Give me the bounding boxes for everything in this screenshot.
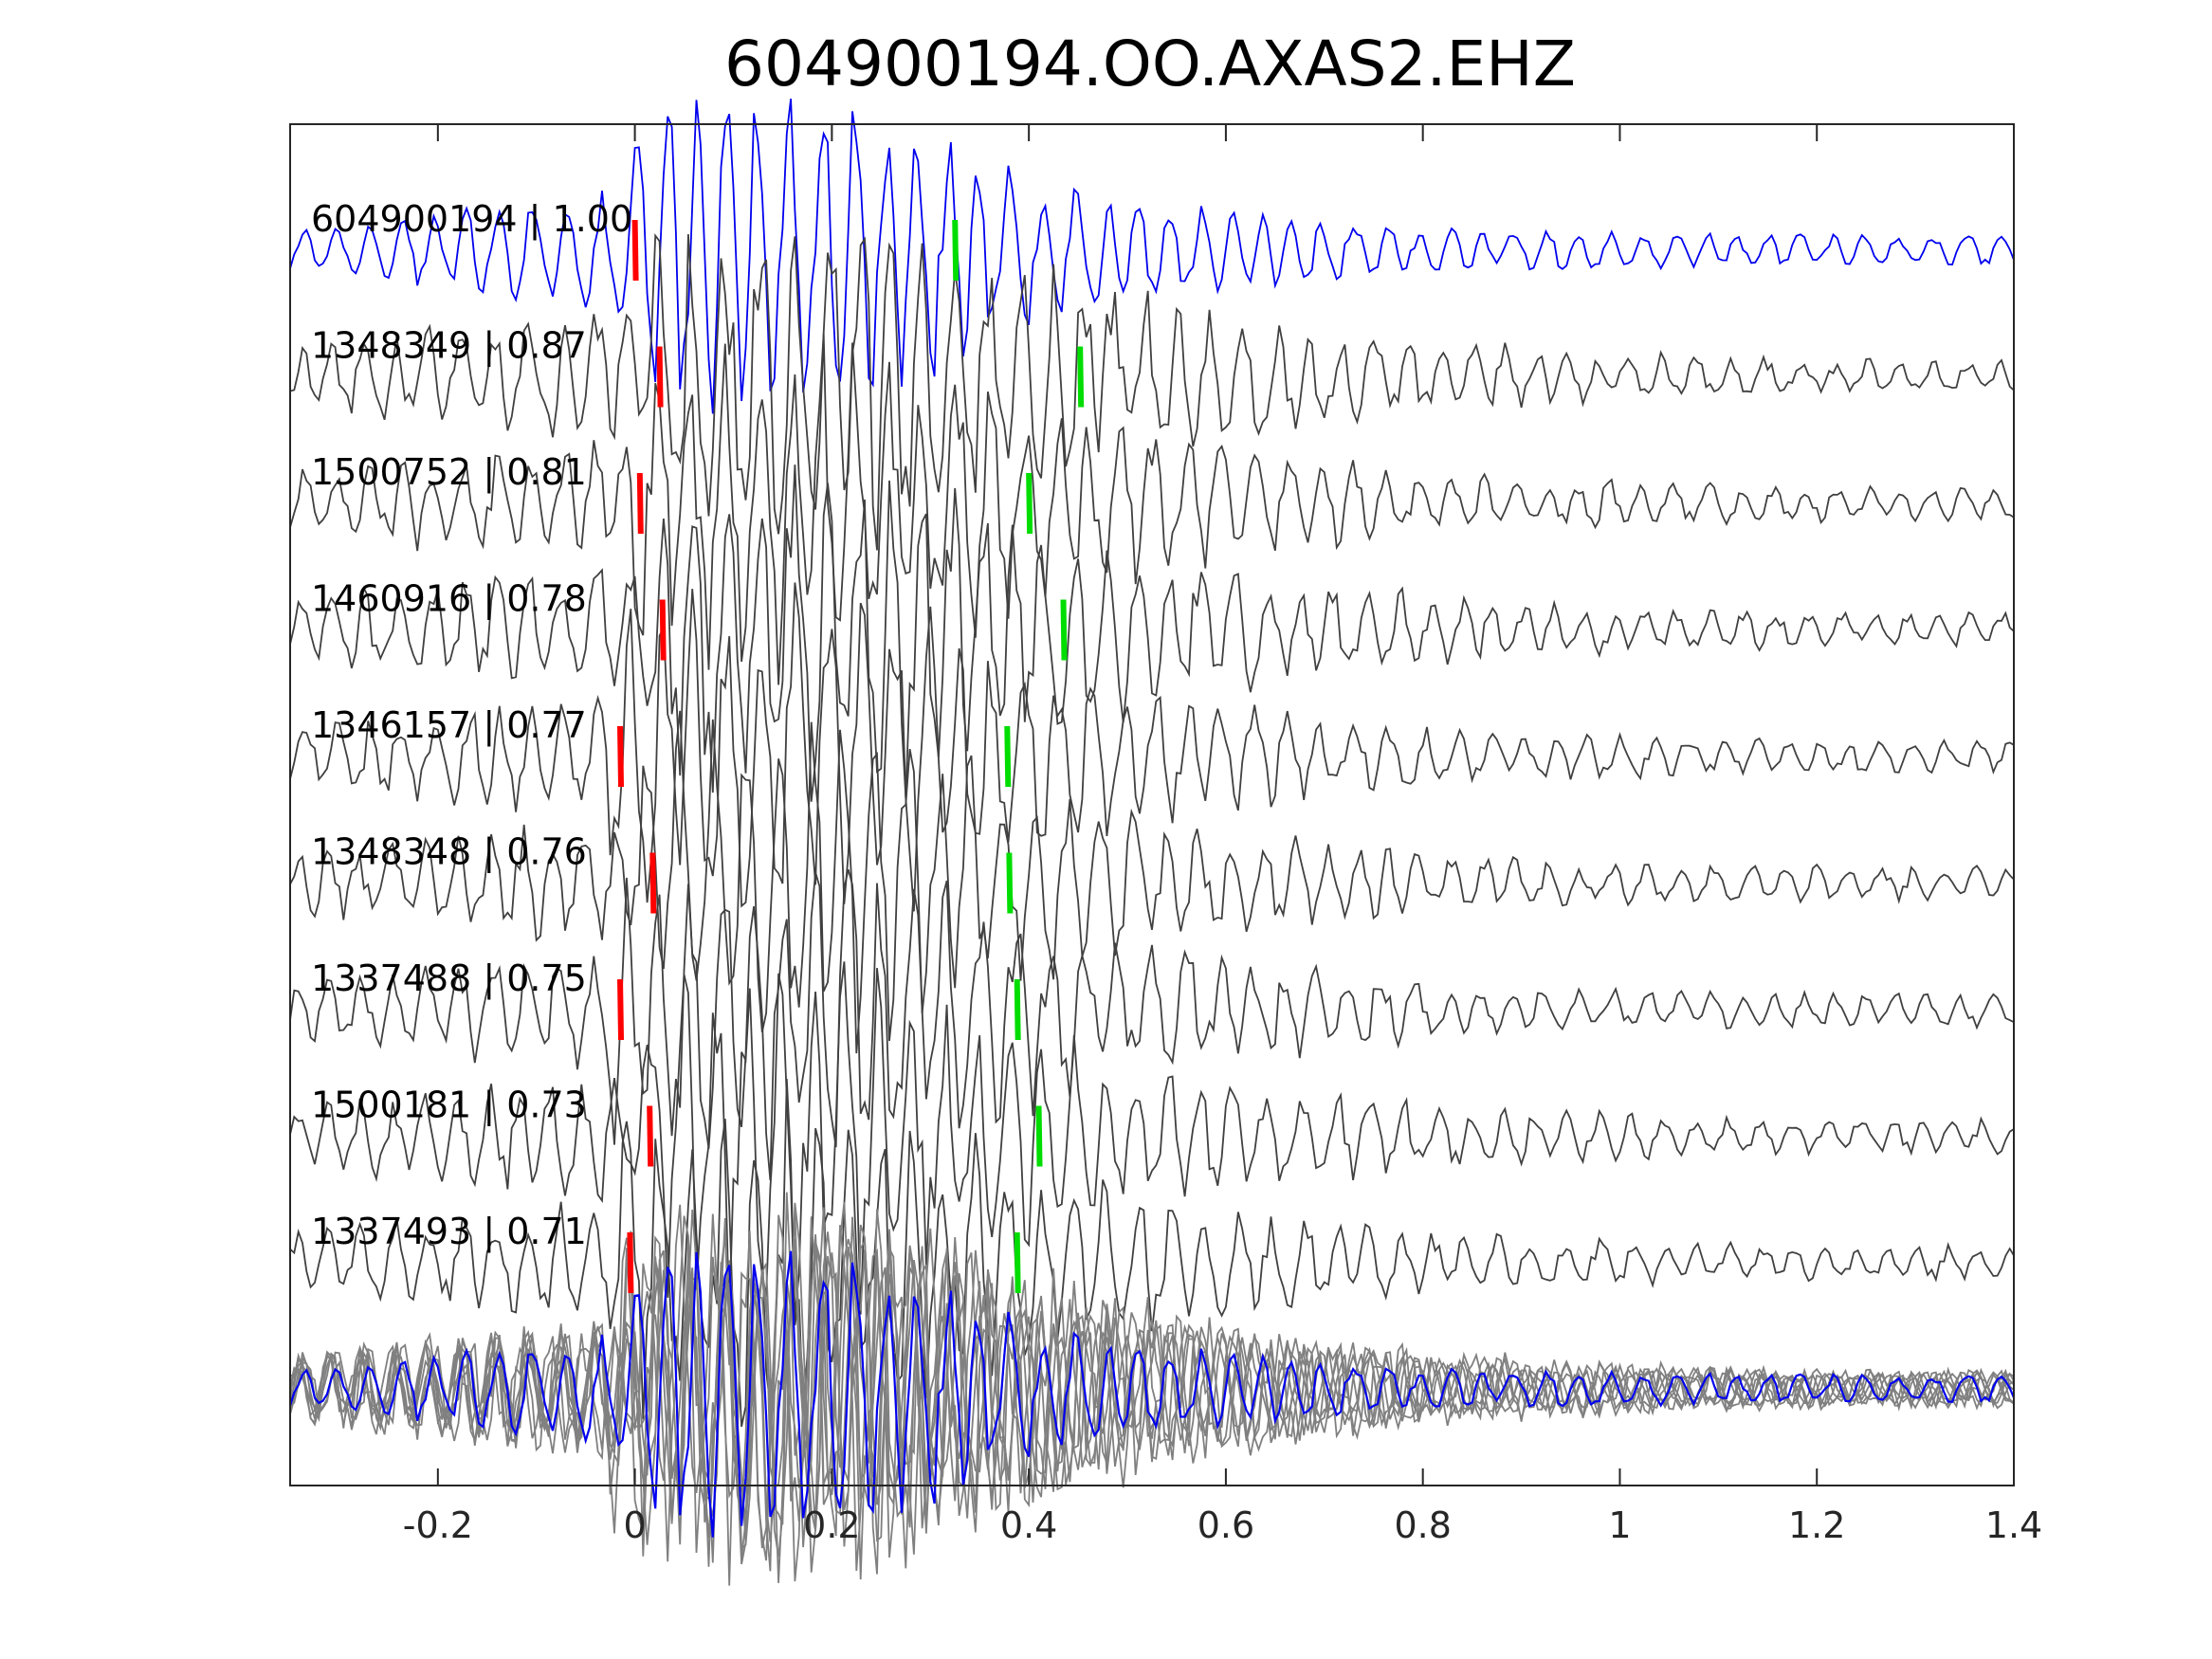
s-pick-1460916 [1060,599,1068,661]
x-tick-label: 1.4 [1985,1504,2042,1546]
x-tick-label: 1 [1608,1504,1631,1546]
stack-overlay [288,1192,2016,1586]
stack-trace-1348348 [289,1204,2015,1572]
plot-frame [289,123,2015,1486]
trace-1500181 [289,961,2015,1321]
s-pick-1500752 [1026,472,1033,535]
x-tick-label: 1.2 [1788,1504,1845,1546]
trace-label-604900194: 604900194 | 1.00 [311,198,632,241]
x-tick-label: 0.2 [803,1504,860,1546]
trace-label-1348349: 1348349 | 0.87 [311,325,587,368]
trace-labels: 604900194 | 1.00 1348349 | 0.87 1500752 | … [311,198,632,1253]
stack-trace-1337488 [289,1238,2015,1572]
p-pick-1460916 [659,599,667,661]
stack-trace-1337493 [289,1192,2015,1565]
trace-1337488 [289,868,2015,1180]
trace-1348349 [289,233,2015,551]
trace-1337493 [289,1078,2015,1428]
p-pick-1337493 [627,1231,634,1294]
trace-label-1337488: 1337488 | 0.75 [311,957,587,1000]
s-pick-1500181 [1035,1105,1043,1167]
trace-1346157 [289,582,2015,912]
x-tick-label: 0 [624,1504,647,1546]
p-pick-604900194 [631,219,639,282]
trace-604900194 [289,99,2015,414]
s-pick-1346157 [1004,725,1012,788]
s-pick-1337493 [1014,1231,1021,1294]
trace-label-1337493: 1337493 | 0.71 [311,1211,587,1253]
trace-label-1500181: 1500181 | 0.73 [311,1085,587,1127]
p-pick-1348349 [656,346,664,408]
x-tick-label: 0.4 [1000,1504,1057,1546]
p-pick-1346157 [617,725,625,788]
x-axis: -0.2 0 0.2 0.4 0.6 0.8 1 1.2 1.4 [403,124,2042,1546]
p-pick-1348348 [649,852,657,914]
p-pick-1500752 [636,472,644,535]
trace-label-1348348: 1348348 | 0.76 [311,831,587,874]
s-pick-604900194 [952,219,960,282]
s-pick-1348349 [1077,346,1085,408]
trace-1348348 [289,710,2015,1054]
p-pick-1500181 [647,1105,654,1167]
x-tick-label: -0.2 [403,1504,473,1546]
stack-trace-1348349 [289,1235,2015,1575]
stack-trace-1500181 [289,1202,2015,1586]
trace-1460916 [289,465,2015,802]
p-pick-1337488 [617,978,625,1041]
stack-template-trace [288,1250,2016,1538]
traces-layer [289,99,2015,1428]
chart-title: 604900194.OO.AXAS2.EHZ [724,27,1576,100]
trace-1500752 [289,333,2015,685]
picks-layer [617,219,1085,1294]
trace-label-1346157: 1346157 | 0.77 [311,704,587,747]
s-pick-1337488 [1014,978,1021,1041]
s-pick-1348348 [1006,852,1014,914]
trace-label-1460916: 1460916 | 0.78 [311,578,587,621]
trace-label-1500752: 1500752 | 0.81 [311,451,587,494]
x-tick-label: 0.8 [1394,1504,1451,1546]
x-tick-label: 0.6 [1197,1504,1254,1546]
